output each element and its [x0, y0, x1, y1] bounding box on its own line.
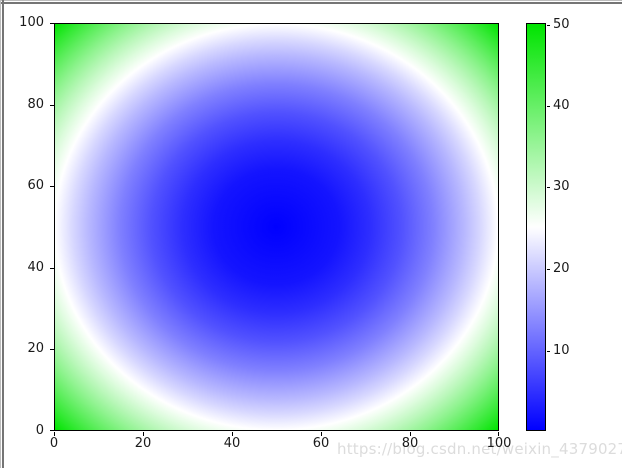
x-tickmark — [321, 432, 322, 436]
y-tick-label: 20 — [27, 341, 44, 356]
x-tickmark — [143, 432, 144, 436]
y-tick-label: 80 — [27, 97, 44, 112]
x-tick-label: 100 — [486, 436, 512, 451]
colorbar-tick-label: 30 — [553, 179, 570, 194]
x-tickmark — [410, 432, 411, 436]
colorbar-tick-label: 40 — [553, 98, 570, 113]
x-tick-label: 40 — [223, 436, 241, 451]
window-frame-top — [0, 0, 622, 1]
window-frame-top — [0, 2, 622, 4]
colorbar-tick-label: 10 — [553, 343, 570, 358]
colorbar-tick-label: 50 — [553, 17, 570, 32]
x-tick-label: 20 — [134, 436, 152, 451]
y-tick-label: 40 — [27, 260, 44, 275]
colorbar-tickmark — [547, 351, 550, 352]
y-tickmark — [50, 105, 54, 106]
y-tickmark — [50, 268, 54, 269]
heatmap-plot — [54, 23, 499, 431]
y-tickmark — [50, 430, 54, 431]
y-tickmark — [50, 186, 54, 187]
x-tick-label: 60 — [312, 436, 330, 451]
y-tick-label: 60 — [27, 178, 44, 193]
x-tick-label: 0 — [49, 436, 59, 451]
colorbar-tickmark — [547, 187, 550, 188]
x-tickmark — [498, 432, 499, 436]
colorbar-tickmark — [547, 106, 550, 107]
y-tickmark — [50, 349, 54, 350]
colorbar — [526, 23, 546, 431]
watermark-text: https://blog.csdn.net/weixin_43790276 — [337, 440, 622, 458]
y-tick-label: 100 — [19, 15, 44, 30]
colorbar-tickmark — [547, 25, 550, 26]
y-tickmark — [50, 23, 54, 24]
colorbar-tick-label: 20 — [553, 261, 570, 276]
colorbar-tickmark — [547, 269, 550, 270]
x-tick-label: 80 — [401, 436, 419, 451]
x-tickmark — [232, 432, 233, 436]
y-tick-label: 0 — [35, 423, 44, 438]
window-frame-left — [2, 0, 4, 468]
window-frame-left — [0, 0, 1, 468]
x-tickmark — [54, 432, 55, 436]
